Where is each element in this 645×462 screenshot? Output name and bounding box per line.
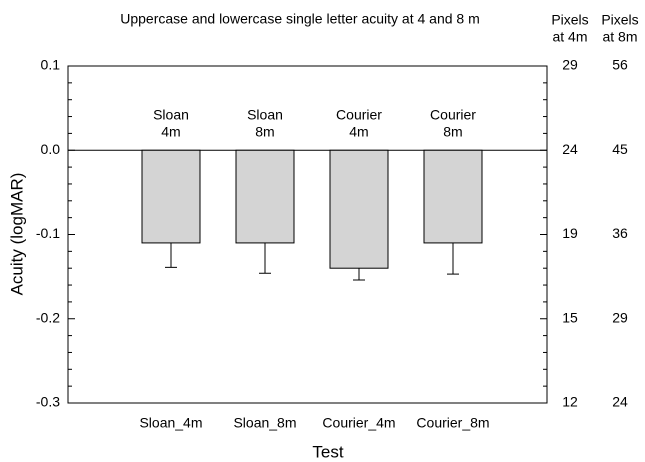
y-tick-label: 0.1 [41,57,61,73]
bar-annotation: 8m [255,124,274,140]
bar [423,149,483,244]
chart-title: Uppercase and lowercase single letter ac… [120,11,480,27]
bar-annotation: Sloan [153,107,189,123]
y2ticks-label: 29 [562,57,578,73]
y3ticks-label: 45 [612,141,628,157]
x-tick-label: Sloan_8m [233,415,296,431]
x-tick-label: Courier_4m [322,415,395,431]
x-axis-title: Test [312,442,343,461]
y-tick-label: -0.2 [36,309,60,325]
y3ticks-label: 29 [612,309,628,325]
y3ticks-label: 36 [612,225,628,241]
bar [329,149,389,269]
bar-annotation: Sloan [247,107,283,123]
y2-title: at 4m [552,29,587,45]
x-tick-label: Courier_8m [416,415,489,431]
bar-annotation: Courier [336,107,382,123]
x-tick-label: Sloan_4m [139,415,202,431]
bar [141,149,201,244]
bar-annotation: Courier [430,107,476,123]
y2ticks-label: 12 [562,394,578,410]
y2ticks-label: 19 [562,225,578,241]
y2ticks-label: 24 [562,141,578,157]
y-tick-label: -0.1 [36,225,60,241]
y-tick-label: -0.3 [36,394,60,410]
y-tick-label: 0.0 [41,141,61,157]
bar [235,149,295,244]
bar-annotation: 4m [349,124,368,140]
y3-title: at 8m [602,29,637,45]
y2ticks-label: 15 [562,309,578,325]
y3ticks-label: 56 [612,57,628,73]
bar-annotation: 4m [161,124,180,140]
y2-title: Pixels [551,12,588,28]
bar-annotation: 8m [443,124,462,140]
y-axis-title: Acuity (logMAR) [7,173,26,296]
y3-title: Pixels [601,12,638,28]
y3ticks-label: 24 [612,394,628,410]
